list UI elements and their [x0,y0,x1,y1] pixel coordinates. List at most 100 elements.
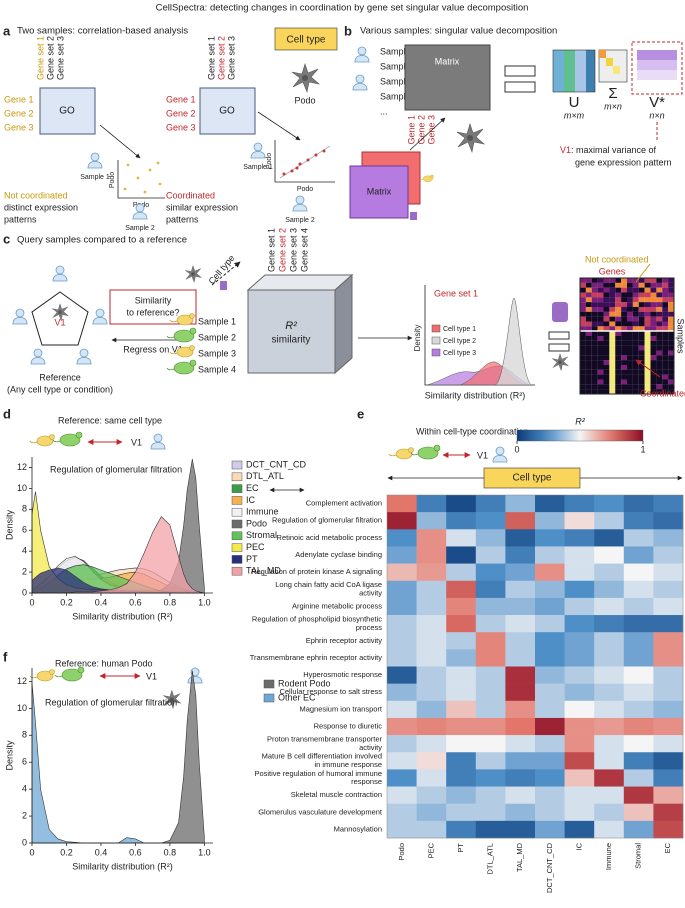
go-label: GO [219,106,235,117]
heat-cell [609,379,616,385]
heat-cell [623,495,654,513]
legend-swatch [231,507,243,517]
x-tick-label: 0.6 [129,847,142,857]
legend-swatch [231,555,243,564]
mouse-icon [166,359,197,375]
cube-front [247,289,336,374]
cube-top [246,274,354,291]
heat-cell [638,379,645,385]
heat-cell [662,355,669,361]
mouse-icon [52,431,83,447]
heat-cell [535,580,565,599]
caption: patterns [4,214,37,224]
heat-cell [644,360,651,366]
heat-cell [594,495,625,513]
column-label: DTL_ATL [486,843,495,875]
heat-cell [387,649,417,667]
x-tick-label: 0.6 [129,597,142,607]
heat-cell [653,615,684,633]
heat-cell [662,364,669,370]
heat-cell [535,786,565,804]
heat-cell [475,632,506,650]
scatter-axes [117,160,165,199]
heat-cell [653,752,684,770]
heat-cell [535,563,565,582]
heat-cell [475,563,506,582]
heat-cell [623,649,654,667]
heat-cell [591,306,598,312]
svd-dims: m×n [604,101,622,111]
heat-cell [627,369,633,375]
heat-cell [603,374,610,380]
heat-cell [535,632,565,650]
column-label: TAL_MD [515,842,524,872]
panel-title: Various samples: singular value decompos… [360,26,557,37]
heat-cell [656,384,663,390]
row-label: Regulation of phospholipid biosynthetic p… [252,614,382,631]
heat-cell [650,360,657,366]
heat-cell [505,717,536,736]
heat-cell [387,666,417,684]
heat-cell [597,311,604,317]
heat-cell [591,355,598,361]
heat-cell [591,326,598,332]
legend-label: Stromal [246,530,277,540]
heat-cell [580,364,586,370]
heat-cell [609,311,616,317]
heat-cell [475,803,506,822]
heat-cell [446,649,477,667]
row-label: Mannosylation [334,824,382,833]
heat-cell [564,717,595,736]
legend-label: DTL_ATL [246,471,284,481]
heat-cell [580,292,586,298]
heat-cell [668,374,675,380]
heat-cell [475,597,506,616]
heat-cell [580,379,586,385]
heat-cell [627,306,633,312]
heat-cell [656,369,663,375]
row-label: Transmembrane ephrin receptor activity [250,653,383,662]
heat-cell [638,311,645,317]
row-label: Glomerulus vasculature development [258,807,383,816]
heat-cell [564,597,595,616]
heat-cell [594,735,625,753]
x-tick-label: 0.8 [164,597,177,607]
gene-set: Gene set 1 [266,228,276,272]
heat-cell [623,752,654,770]
heat-cell [662,369,669,375]
heat-cell [656,321,663,327]
heat-cell [623,786,654,804]
matrix-stack [349,165,409,219]
heat-cell [632,321,639,327]
heat-cell [621,302,628,308]
heat-cell [564,580,595,599]
heat-cell [621,292,628,298]
heat-cell [644,311,651,317]
heat-cell [656,282,663,288]
equals [548,343,570,352]
heat-cell [632,384,639,390]
person-icon [187,667,203,684]
heat-cell [505,820,536,839]
person-icon [30,348,46,365]
y-tick-label: 6 [22,757,27,767]
v-matrix [631,41,683,95]
heat-cell [387,615,417,633]
heat-cell [656,355,663,361]
heat-cell [653,786,684,804]
heat-cell [668,278,675,283]
heat-cell [564,820,595,839]
heat-cell [416,615,447,633]
heat-cell [585,297,592,303]
heat-cell [564,529,595,547]
heat-cell [446,563,477,582]
heat-cell [387,512,417,530]
heat-cell [615,321,622,327]
y-tick-label: 10 [17,483,27,493]
heat-cell [632,278,639,283]
heat-cell [644,335,651,341]
heat-cell [638,364,645,370]
heat-cell [653,769,684,787]
heat-cell [668,384,675,390]
x-tick-label: 0 [29,847,34,857]
